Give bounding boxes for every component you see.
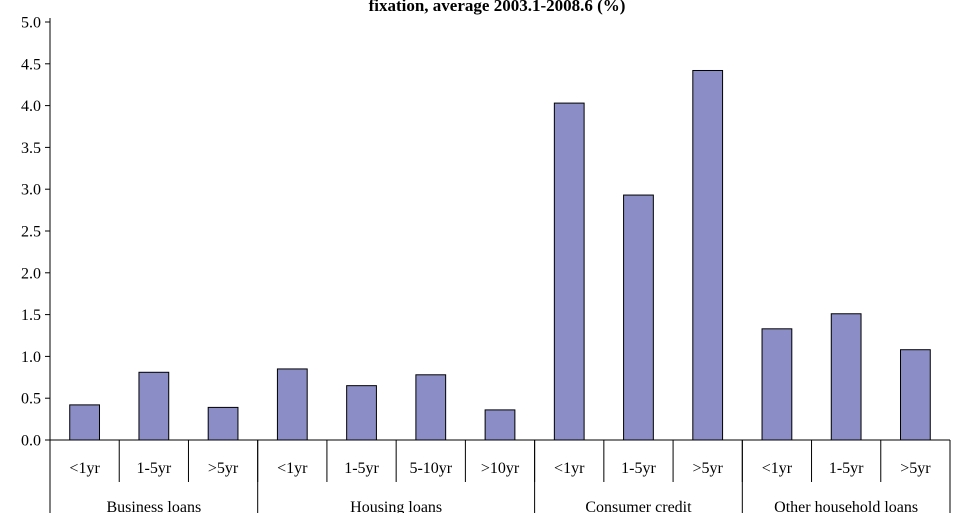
x-tick-label: 1-5yr <box>621 460 656 477</box>
bars <box>69 69 931 441</box>
y-tick-label: 0.5 <box>21 391 41 408</box>
y-tick-label: 1.0 <box>21 349 41 366</box>
x-tick-label: >10yr <box>481 460 520 477</box>
bar <box>553 102 585 441</box>
x-tick-label: 1-5yr <box>137 460 172 477</box>
group-label: Consumer credit <box>585 499 692 513</box>
y-tick-label: 1.5 <box>21 307 41 324</box>
bar <box>900 349 931 441</box>
bar <box>761 328 793 441</box>
x-tick-label: <1yr <box>69 460 100 477</box>
chart-title: fixation, average 2003.1-2008.6 (%) <box>369 0 626 15</box>
y-tick-label: 5.0 <box>21 15 41 32</box>
x-tick-label: 1-5yr <box>344 460 379 477</box>
x-tick-label: 5-10yr <box>409 460 452 477</box>
bar <box>276 368 308 441</box>
group-label: Housing loans <box>350 499 442 513</box>
y-axis: 0.0 0.5 1.0 1.5 2.0 2.5 3.0 3.5 4.0 4.5 5.0 <box>21 15 51 450</box>
y-tick-label: 2.0 <box>21 265 41 282</box>
bar <box>830 313 862 441</box>
y-tick-label: 3.5 <box>21 140 41 157</box>
bar <box>692 69 724 441</box>
bar <box>138 371 170 441</box>
x-tick-label: >5yr <box>693 460 724 477</box>
group-label: Business loans <box>107 499 202 513</box>
x-axis: <1yr 1-5yr >5yr <1yr 1-5yr 5-10yr >10yr <1yr 1-5… <box>49 439 951 513</box>
y-tick-label: 4.5 <box>21 56 41 73</box>
y-tick-label: 4.0 <box>21 98 41 115</box>
x-tick-label: <1yr <box>554 460 585 477</box>
bar <box>69 404 100 441</box>
y-tick-label: 3.0 <box>21 182 41 199</box>
x-tick-label: <1yr <box>762 460 793 477</box>
x-tick-label: >5yr <box>208 460 239 477</box>
x-tick-label: >5yr <box>900 460 931 477</box>
x-tick-label: <1yr <box>277 460 308 477</box>
y-tick-label: 0.0 <box>21 433 41 450</box>
bar <box>346 385 377 441</box>
y-tick-label: 2.5 <box>21 224 41 241</box>
bar <box>207 406 239 441</box>
bar <box>415 374 447 441</box>
group-label: Other household loans <box>774 499 918 513</box>
x-tick-label: 1-5yr <box>829 460 864 477</box>
bar <box>623 194 654 441</box>
bar <box>484 409 516 441</box>
